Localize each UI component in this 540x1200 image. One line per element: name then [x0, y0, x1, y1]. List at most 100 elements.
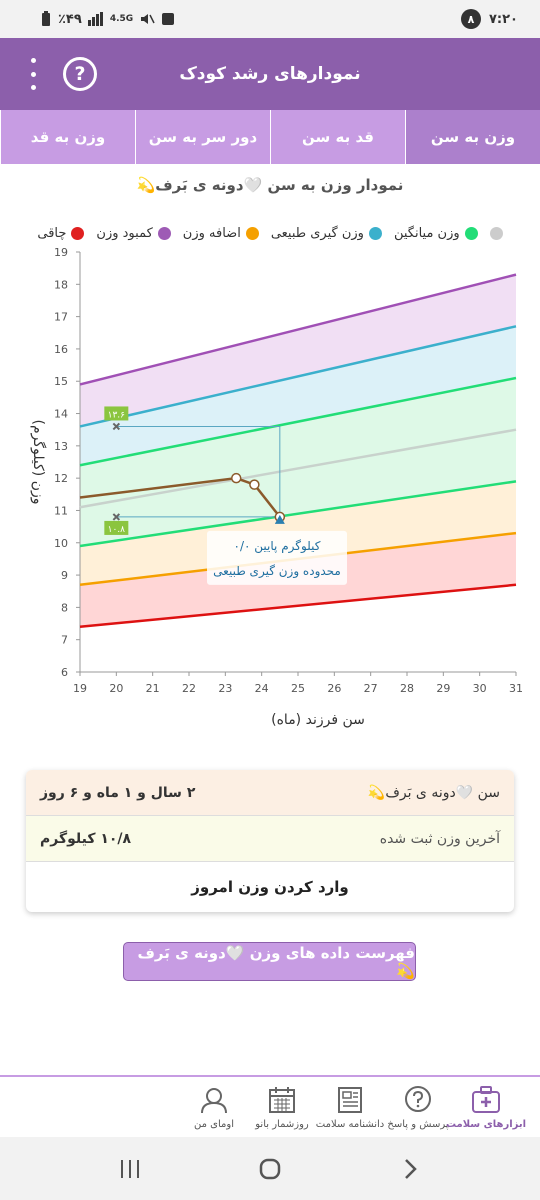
reference-line-green-low [79, 480, 517, 548]
y-tick-label: 19 [54, 246, 68, 259]
annotation-line-2: محدوده وزن گیری طبیعی [213, 564, 341, 579]
reference-line-green-high [79, 376, 517, 467]
info-card: سن 🤍دونه ی بَرف💫 ۲ سال و ۱ ماه و ۶ روز آ… [26, 770, 514, 912]
child-weight-point [230, 472, 242, 484]
annotation-box [207, 530, 347, 585]
x-tick-label: 29 [436, 682, 450, 695]
y-tick-label: 18 [54, 278, 68, 291]
recycle-icon [162, 13, 175, 25]
age-row: سن 🤍دونه ی بَرف💫 ۲ سال و ۱ ماه و ۶ روز [26, 770, 514, 816]
status-bar: ٪۴۹ 4.5G ۸ ۷:۲۰ [0, 0, 540, 38]
legend-label: چاقی [37, 225, 67, 241]
x-tick-label: 30 [473, 682, 487, 695]
weight-list-button[interactable]: فهرست داده های وزن 🤍دونه ی بَرف💫 [123, 942, 416, 981]
weight-for-age-chart: 6 7 8 9 10 11 12 13 14 15 16 17 18 19 19 20 21 22 23 24 25 26… [30, 246, 523, 728]
app-bar: ? نمودارهای رشد کودک [0, 38, 540, 110]
chart-tabs: وزن به سن قد به سن دور سر به سن وزن به ق… [0, 110, 540, 164]
nav-item-qa[interactable]: پرسش و پاسخ [384, 1077, 452, 1137]
nav-item-health-tools[interactable]: ابزارهای سلامت [446, 1077, 526, 1137]
age-value: ۲ سال و ۱ ماه و ۶ روز [40, 784, 196, 801]
system-nav [0, 1137, 540, 1200]
y-tick-label: 17 [54, 311, 68, 324]
battery-level: ٪۴۹ [58, 11, 82, 27]
status-left: ٪۴۹ 4.5G [40, 11, 175, 27]
chart-band [80, 378, 516, 508]
reference-line-blue [79, 325, 517, 428]
age-label: سن 🤍دونه ی بَرف💫 [367, 784, 500, 801]
recents-icon[interactable] [110, 1149, 150, 1189]
y-tick-label: 7 [61, 634, 68, 647]
range-marker-badge [104, 406, 129, 421]
legend-item-average: وزن میانگین [394, 226, 478, 241]
help-icon[interactable]: ? [63, 57, 97, 91]
x-tick-label: 20 [109, 682, 123, 695]
y-tick-label: 8 [61, 601, 68, 614]
nav-item-profile[interactable]: اومای من [180, 1077, 248, 1137]
nav-label: اومای من [194, 1119, 234, 1130]
reference-line-purple [79, 273, 517, 386]
tab-height-for-age[interactable]: قد به سن [270, 110, 405, 164]
legend-dot [464, 226, 478, 240]
nav-item-encyclopedia[interactable]: دانشنامه سلامت [316, 1077, 384, 1137]
range-marker-label: ۱۳.۶ [108, 410, 126, 420]
tab-weight-for-age[interactable]: وزن به سن [405, 110, 540, 164]
y-tick-label: 14 [54, 408, 68, 421]
last-weight-value: ۱۰/۸ کیلوگرم [40, 830, 132, 847]
legend-dot [368, 226, 382, 240]
range-marker-x [112, 422, 121, 431]
y-axis-label: وزن (کیلوگرم) [30, 420, 47, 505]
legend-label: وزن گیری طبیعی [270, 225, 364, 241]
network-type: 4.5G [109, 14, 134, 24]
x-tick-label: 23 [218, 682, 232, 695]
child-weight-line [79, 476, 281, 518]
question-bubble-icon [405, 1086, 431, 1112]
y-tick-label: 11 [54, 504, 68, 517]
x-tick-label: 28 [400, 682, 414, 695]
y-tick-label: 13 [54, 440, 68, 453]
legend-label: وزن میانگین [393, 225, 460, 241]
child-weight-point [249, 479, 260, 490]
last-weight-label: آخرین وزن ثبت شده [379, 830, 500, 847]
legend-dot [245, 226, 259, 240]
x-tick-label: 26 [327, 682, 341, 695]
tab-head-for-age[interactable]: دور سر به سن [135, 110, 270, 164]
x-tick-label: 27 [364, 682, 378, 695]
signal-icon [87, 12, 103, 26]
legend-dot [489, 226, 503, 240]
y-tick-label: 16 [54, 343, 68, 356]
clock: ۷:۲۰ [488, 11, 518, 27]
legend-dot [157, 226, 171, 240]
legend-item-obesity: چاقی [37, 225, 85, 241]
x-tick-label: 25 [291, 682, 305, 695]
chart-band [80, 326, 516, 466]
page-title: نمودارهای رشد کودک [179, 64, 361, 84]
reference-line-median [79, 428, 517, 509]
enter-weight-button[interactable]: وارد کردن وزن امروز [191, 878, 349, 896]
annotation-line-1: ۰/۰ کیلوگرم پایین [234, 539, 321, 554]
y-tick-label: 12 [54, 472, 68, 485]
mute-icon [141, 14, 155, 24]
x-tick-label: 22 [182, 682, 196, 695]
tab-weight-for-height[interactable]: وزن به قد [0, 110, 135, 164]
legend-dot [71, 226, 85, 240]
overflow-menu-icon[interactable] [22, 58, 44, 90]
user-icon [201, 1088, 227, 1114]
legend-item-gray [489, 226, 503, 240]
reference-line-red [79, 583, 517, 629]
range-marker-x [112, 513, 121, 521]
range-marker-badge [104, 520, 129, 535]
newspaper-icon [338, 1087, 362, 1113]
x-tick-label: 21 [146, 682, 160, 695]
y-tick-label: 6 [61, 666, 68, 679]
home-icon[interactable] [250, 1149, 290, 1189]
bottom-nav: ابزارهای سلامت پرسش و پاسخ دانشنامه سلام… [0, 1075, 540, 1137]
legend-label: کمبود وزن [96, 225, 153, 241]
x-axis-label: سن فرزند (ماه) [271, 712, 365, 728]
nav-label: روزشمار بانو [255, 1119, 309, 1130]
nav-item-calendar[interactable]: روزشمار بانو [248, 1077, 316, 1137]
chart-title: نمودار وزن به سن 🤍دونه ی بَرف💫 [136, 176, 404, 194]
current-point-marker [274, 514, 285, 524]
back-icon[interactable] [390, 1149, 430, 1189]
x-tick-label: 31 [509, 682, 523, 695]
y-tick-label: 15 [54, 375, 68, 388]
